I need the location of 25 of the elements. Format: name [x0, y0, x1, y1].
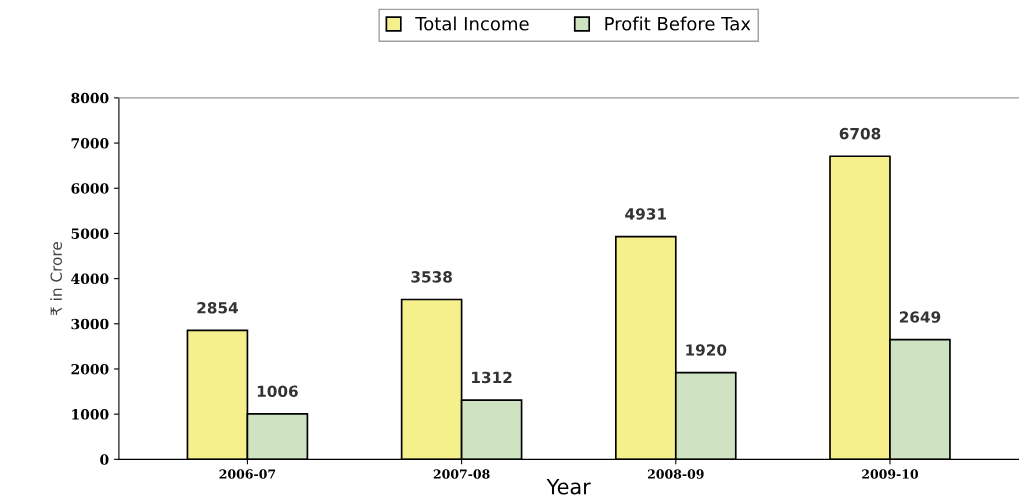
x-tick-label: 2006-07	[219, 469, 276, 479]
data-label: 1006	[257, 385, 298, 398]
y-tick-label: 5000	[71, 228, 109, 239]
x-axis-title: Year	[546, 479, 591, 495]
data-label: 2854	[197, 301, 238, 314]
y-tick-label: 1000	[72, 409, 109, 420]
y-tick-label: 3000	[71, 318, 109, 330]
x-tick-label: 2007-08	[433, 469, 490, 479]
data-label: 1920	[686, 344, 727, 356]
x-tick-label: 2008-09	[647, 469, 704, 479]
legend-label: Profit Before Tax	[605, 16, 751, 31]
y-tick-label: 7000	[71, 138, 109, 149]
y-axis-title: ₹ in Crore	[50, 242, 63, 316]
data-label: 4931	[625, 208, 667, 220]
data-label: 2649	[899, 311, 941, 323]
legend-label: Total Income	[415, 16, 529, 31]
y-tick-label: 8000	[71, 92, 109, 104]
data-label: 6708	[839, 127, 881, 140]
data-label: 1312	[472, 371, 512, 384]
y-tick-label: 4000	[71, 273, 109, 285]
data-label: 3538	[411, 271, 452, 283]
y-tick-label: 6000	[71, 183, 109, 194]
y-tick-label: 0	[100, 454, 109, 465]
x-tick-label: 2009-10	[862, 469, 919, 479]
y-tick-label: 2000	[71, 363, 109, 375]
